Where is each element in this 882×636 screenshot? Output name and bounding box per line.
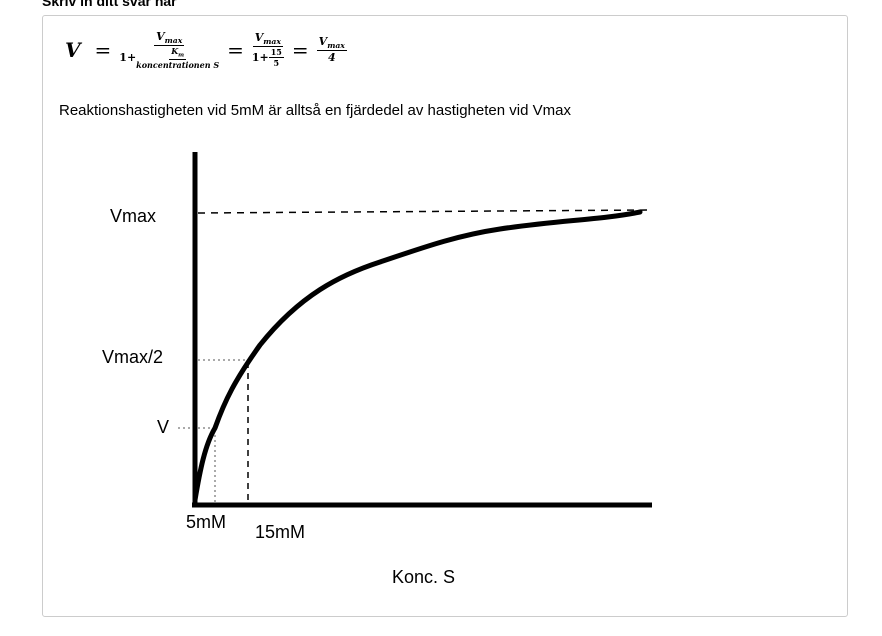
fraction: Vmax 1+ 15 5 — [252, 31, 284, 68]
var: V — [254, 31, 264, 45]
one-plus: 1+ — [119, 51, 137, 65]
v-label: V — [157, 417, 169, 437]
fraction: Vmax 1+ Km koncentrationen S — [119, 30, 219, 70]
equals: = — [227, 37, 244, 62]
s15-label: 15mM — [255, 522, 305, 542]
x-axis-label: Konc. S — [392, 567, 455, 587]
denominator: 5 — [273, 58, 280, 69]
numerator: 15 — [268, 47, 284, 59]
sub: max — [327, 41, 345, 51]
var: V — [318, 35, 328, 49]
answer-box[interactable]: V = Vmax 1+ Km koncentrationen S = Vmax 1… — [42, 15, 848, 617]
vmax-line — [197, 209, 651, 214]
one-plus: 1+ — [251, 51, 269, 65]
formula: V = Vmax 1+ Km koncentrationen S = Vmax 1… — [59, 30, 347, 70]
equals: = — [291, 37, 309, 62]
s5-label: 5mM — [186, 512, 226, 532]
var: V — [156, 30, 165, 43]
sub: max — [164, 36, 183, 46]
denominator: 4 — [327, 51, 336, 65]
lhs: V — [65, 37, 81, 62]
sentence: Reaktionshastigheten vid 5mM är alltså e… — [59, 102, 571, 119]
sub: m — [178, 52, 185, 59]
curve — [192, 209, 643, 503]
header-title: Skriv in ditt svar här — [42, 0, 177, 9]
sub: max — [263, 37, 281, 47]
vmax-label: Vmax — [110, 206, 156, 226]
equals: = — [94, 37, 112, 62]
fraction: Vmax 4 — [316, 35, 347, 65]
var: K — [171, 46, 179, 57]
half-label: Vmax/2 — [102, 347, 163, 367]
denominator: koncentrationen S — [136, 59, 220, 70]
